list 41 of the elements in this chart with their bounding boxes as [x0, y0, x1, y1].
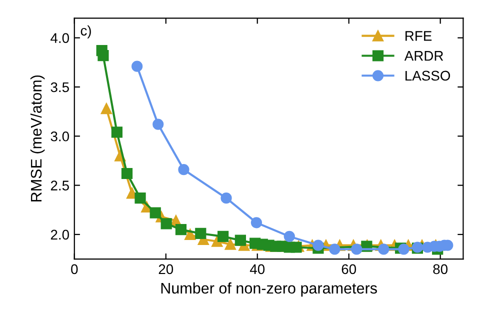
- point: [398, 244, 410, 255]
- point: [98, 50, 109, 62]
- y-tick-label: 2.0: [50, 230, 69, 240]
- point: [175, 224, 187, 236]
- x-axis-title: Number of non-zero parameters: [161, 282, 377, 297]
- point: [152, 118, 164, 130]
- point: [218, 230, 229, 242]
- x-tick-label: 80: [433, 264, 448, 274]
- point: [312, 240, 324, 251]
- y-axis-title: RMSE (meV/atom): [30, 75, 45, 202]
- y-tick-label: 4.0: [50, 33, 69, 43]
- point: [234, 234, 246, 246]
- annotation: c): [80, 25, 91, 38]
- y-tick-label: 3.5: [50, 82, 69, 92]
- point: [195, 228, 206, 240]
- x-tick-label: 60: [342, 264, 356, 274]
- point: [224, 238, 236, 250]
- point: [220, 192, 232, 204]
- point: [329, 244, 340, 255]
- point: [250, 217, 262, 228]
- y-tick-label: 2.5: [50, 180, 69, 190]
- point: [284, 230, 295, 242]
- point: [134, 192, 146, 204]
- point: [351, 244, 362, 255]
- point: [150, 207, 161, 218]
- legend-label: LASSO: [406, 70, 450, 81]
- legend-label: RFE: [406, 31, 432, 41]
- y-tick-label: 3.0: [50, 131, 69, 142]
- point: [290, 242, 302, 253]
- point: [178, 164, 190, 176]
- point: [378, 244, 390, 255]
- x-tick-label: 20: [158, 264, 174, 274]
- x-tick-label: 0: [71, 264, 78, 274]
- legend-label: ARDR: [404, 51, 444, 61]
- point: [132, 60, 143, 72]
- point: [212, 236, 223, 247]
- point: [111, 126, 122, 138]
- point: [100, 103, 112, 114]
- x-tick-label: 40: [250, 264, 265, 274]
- point: [121, 168, 133, 180]
- point: [160, 218, 172, 230]
